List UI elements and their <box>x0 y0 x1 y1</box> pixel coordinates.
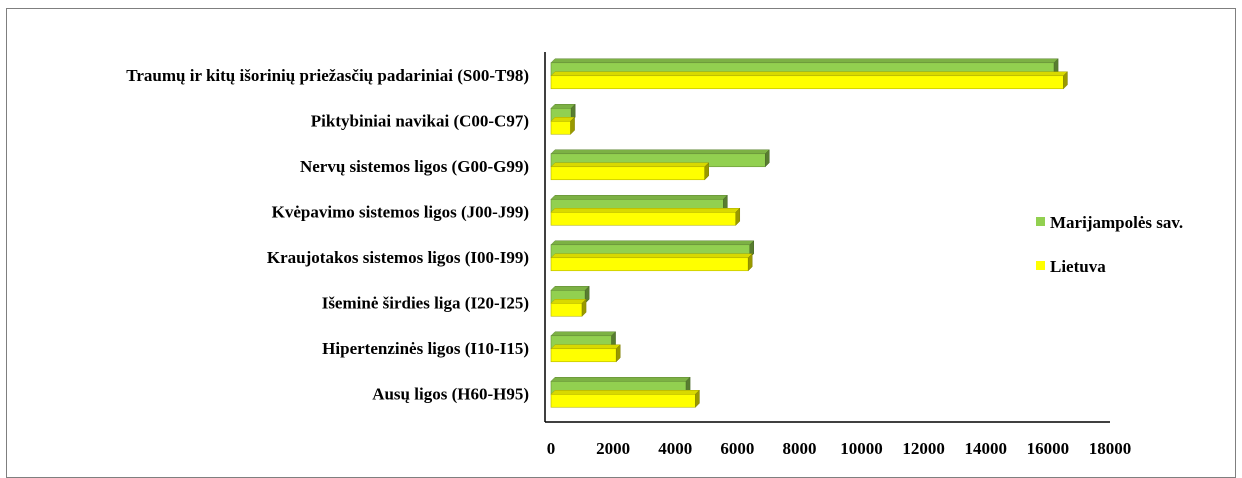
x-tick-label: 10000 <box>840 439 883 458</box>
bar-top-lietuva-4 <box>550 253 753 258</box>
bar-lietuva-3 <box>550 211 737 226</box>
category-label: Hipertenzinės ligos (I10-I15) <box>322 339 529 358</box>
bar-side-lietuva-0 <box>1063 71 1068 90</box>
bar-top-lietuva-5 <box>550 299 587 304</box>
category-label: Nervų sistemos ligos (G00-G99) <box>300 157 529 176</box>
bar-lietuva-7 <box>550 393 696 408</box>
legend-label: Marijampolės sav. <box>1050 213 1183 232</box>
bar-top-marijampole-6 <box>550 331 617 336</box>
bar-side-lietuva-7 <box>695 389 700 408</box>
bar-top-lietuva-6 <box>550 344 621 349</box>
x-tick-label: 2000 <box>596 439 630 458</box>
bar-top-marijampole-3 <box>550 195 728 200</box>
bar-top-marijampole-2 <box>550 149 770 154</box>
bar-lietuva-1 <box>550 120 571 135</box>
x-tick-label: 12000 <box>902 439 945 458</box>
x-tick-label: 8000 <box>782 439 816 458</box>
category-label: Piktybiniai navikai (C00-C97) <box>311 111 529 130</box>
bar-lietuva-5 <box>550 302 583 317</box>
bar-top-marijampole-5 <box>550 286 590 291</box>
bar-top-lietuva-2 <box>550 162 710 167</box>
bar-lietuva-4 <box>550 257 749 272</box>
bar-top-lietuva-3 <box>550 208 741 213</box>
bar-top-lietuva-0 <box>550 71 1069 76</box>
bar-side-lietuva-5 <box>581 298 587 317</box>
x-tick-label: 0 <box>547 439 556 458</box>
bar-lietuva-2 <box>550 166 706 181</box>
bar-top-marijampole-7 <box>550 377 691 382</box>
bar-top-marijampole-4 <box>550 240 755 245</box>
bar-top-marijampole-0 <box>550 58 1059 63</box>
bar-side-lietuva-6 <box>615 344 621 363</box>
bar-side-lietuva-2 <box>704 162 709 181</box>
bar-lietuva-0 <box>550 75 1064 90</box>
x-tick-label: 4000 <box>658 439 692 458</box>
category-label: Traumų ir kitų išorinių priežasčių padar… <box>126 66 529 85</box>
bar-side-lietuva-4 <box>747 253 753 272</box>
x-tick-label: 14000 <box>965 439 1008 458</box>
x-tick-label: 18000 <box>1089 439 1132 458</box>
bar-top-lietuva-7 <box>550 390 701 395</box>
bar-side-lietuva-1 <box>570 116 575 135</box>
category-label: Ausų ligos (H60-H95) <box>372 384 529 403</box>
bar-side-lietuva-3 <box>735 207 741 226</box>
x-tick-label: 16000 <box>1027 439 1070 458</box>
category-label: Kvėpavimo sistemos ligos (J00-J99) <box>272 202 529 221</box>
category-label: Kraujotakos sistemos ligos (I00-I99) <box>267 248 529 267</box>
legend-label: Lietuva <box>1050 257 1106 276</box>
x-tick-label: 6000 <box>720 439 754 458</box>
bar-lietuva-6 <box>550 348 617 363</box>
bar-side-marijampole-2 <box>765 149 770 168</box>
legend-swatch-lietuva <box>1036 261 1045 270</box>
legend-swatch-marijampole <box>1036 217 1045 226</box>
bar-chart: Traumų ir kitų išorinių priežasčių padar… <box>126 52 1183 458</box>
category-label: Išeminė širdies liga (I20-I25) <box>322 293 529 312</box>
